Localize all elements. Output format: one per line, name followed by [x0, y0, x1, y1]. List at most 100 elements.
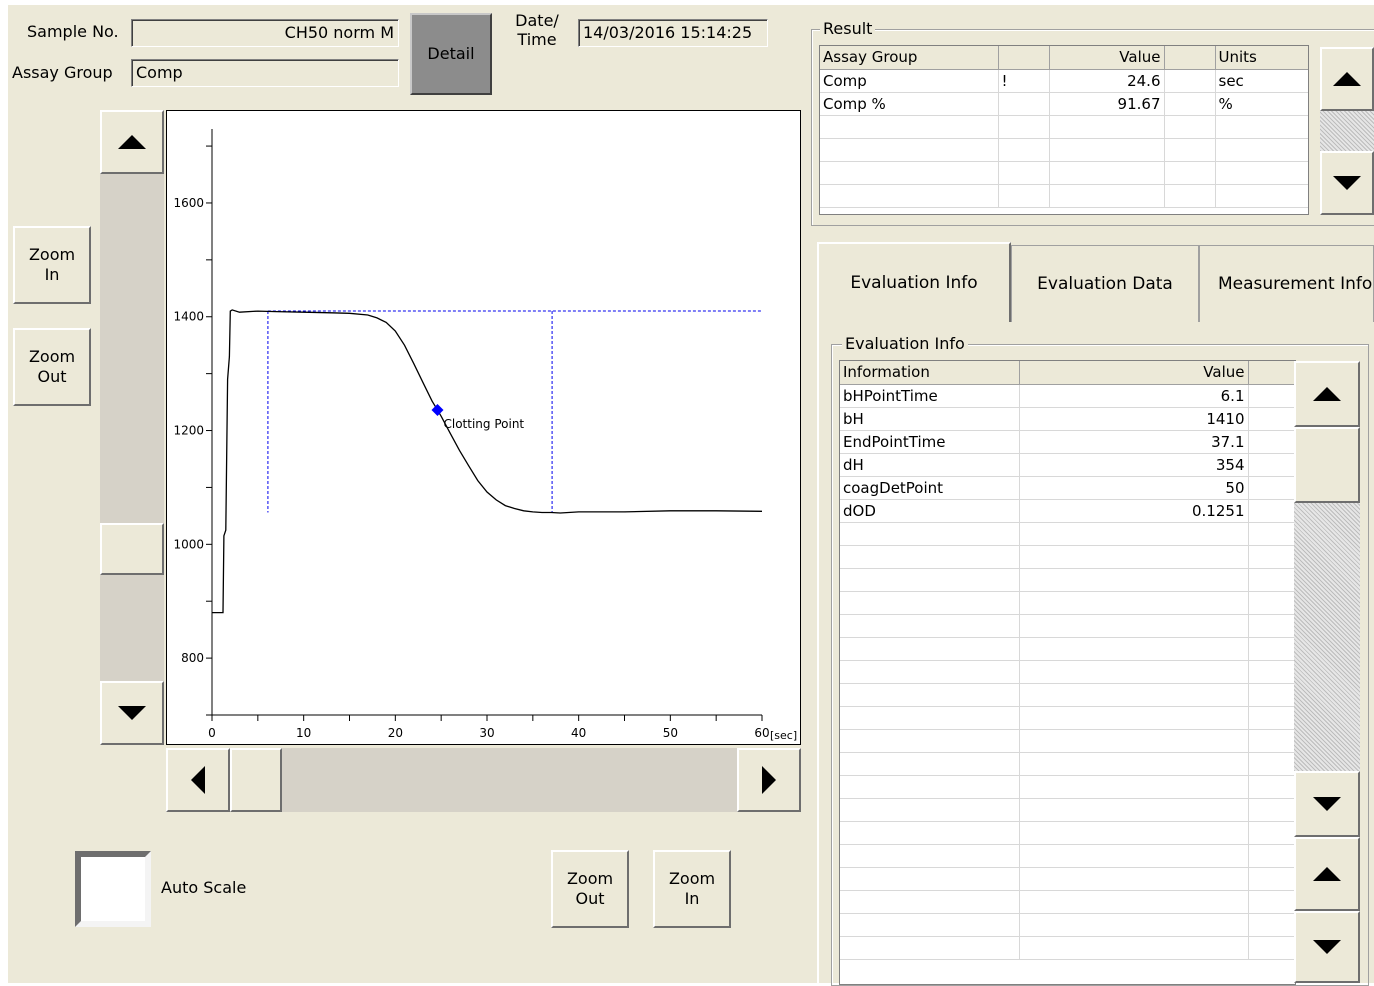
result-table[interactable]: Assay Group Value Units Comp! 24.6 sec Comp % 9… [819, 45, 1309, 215]
table-row[interactable]: dOD 0.1251 [840, 499, 1295, 523]
table-row[interactable] [840, 821, 1295, 845]
vertical-zoom-in-button[interactable]: Zoom In [13, 226, 91, 304]
column-header-filler [1248, 361, 1295, 385]
table-cell [1019, 890, 1249, 914]
table-row[interactable] [840, 936, 1295, 960]
chart-scroll-left-button[interactable] [166, 748, 230, 812]
table-row[interactable]: bHPointTime 6.1 [840, 384, 1295, 408]
table-row[interactable] [840, 867, 1295, 891]
table-cell [1164, 184, 1216, 208]
table-row[interactable] [840, 890, 1295, 914]
date-time-field[interactable]: 14/03/2016 15:14:25 [578, 19, 768, 47]
assay-group-field[interactable]: Comp [131, 59, 399, 87]
table-cell [1019, 913, 1249, 937]
sample-no-label: Sample No. [27, 22, 119, 41]
chart-scroll-down-button[interactable] [100, 681, 164, 745]
table-cell [840, 660, 1020, 684]
column-header[interactable]: Value [1019, 361, 1249, 385]
x-unit-label: [sec] [770, 729, 797, 742]
tab-evaluation-info[interactable]: Evaluation Info [817, 242, 1011, 322]
chart-horizontal-scroll-thumb[interactable] [230, 748, 282, 812]
table-cell: bHPointTime [840, 384, 1020, 408]
auto-scale-checkbox[interactable] [75, 851, 151, 927]
chart-vertical-scroll-track[interactable] [100, 174, 164, 682]
table-row[interactable] [840, 706, 1295, 730]
table-row[interactable]: bH 1410 [840, 407, 1295, 431]
column-header[interactable] [1164, 46, 1216, 70]
horizontal-zoom-out-button[interactable]: Zoom Out [551, 850, 629, 928]
column-header[interactable] [998, 46, 1050, 70]
table-cell [1248, 568, 1295, 592]
table-row[interactable] [820, 161, 1308, 185]
evaluation-page-down-button[interactable] [1294, 911, 1360, 983]
table-row[interactable] [840, 660, 1295, 684]
tab-evaluation-data[interactable]: Evaluation Data [1011, 245, 1199, 322]
tab-measurement-info[interactable]: Measurement Info [1199, 245, 1374, 322]
table-cell [1019, 729, 1249, 753]
table-cell [840, 821, 1020, 845]
table-cell [1019, 844, 1249, 868]
evaluation-table[interactable]: Information Value bHPointTime 6.1 bH 1410 EndP… [839, 360, 1296, 985]
clotting-point-marker [431, 404, 444, 417]
column-header[interactable]: Assay Group [820, 46, 999, 70]
arrow-down-icon [1333, 176, 1361, 190]
chart-scroll-up-button[interactable] [100, 110, 164, 174]
x-tick-label: 10 [296, 726, 311, 740]
table-row[interactable]: Comp % 91.67% [820, 92, 1308, 116]
table-row[interactable] [840, 637, 1295, 661]
table-cell [1248, 453, 1295, 477]
table-row[interactable] [840, 568, 1295, 592]
column-header[interactable]: Value [1049, 46, 1165, 70]
table-row[interactable] [840, 844, 1295, 868]
clotting-point-label: Clotting Point [444, 417, 525, 431]
result-scroll-up-button[interactable] [1320, 47, 1374, 111]
table-cell [840, 798, 1020, 822]
table-row[interactable] [840, 913, 1295, 937]
y-tick-label: 1200 [173, 424, 204, 438]
result-scroll-track[interactable] [1320, 111, 1374, 151]
table-cell [820, 161, 999, 185]
evaluation-scroll-thumb[interactable] [1294, 427, 1360, 503]
table-row[interactable] [820, 115, 1308, 139]
evaluation-scroll-down-button[interactable] [1294, 771, 1360, 837]
table-cell [1164, 115, 1216, 139]
table-cell: ! [998, 69, 1050, 93]
table-cell [1019, 821, 1249, 845]
table-row[interactable] [840, 683, 1295, 707]
column-header[interactable]: Information [840, 361, 1020, 385]
chart-horizontal-scroll-track[interactable] [230, 748, 738, 812]
column-header[interactable]: Units [1215, 46, 1308, 70]
table-row[interactable] [840, 729, 1295, 753]
table-row[interactable] [840, 545, 1295, 569]
table-cell [840, 844, 1020, 868]
result-group [811, 29, 1374, 226]
table-row[interactable] [840, 614, 1295, 638]
table-row[interactable] [840, 591, 1295, 615]
evaluation-page-up-button[interactable] [1294, 837, 1360, 911]
table-row[interactable] [820, 184, 1308, 208]
table-row[interactable] [840, 775, 1295, 799]
vertical-zoom-out-button[interactable]: Zoom Out [13, 328, 91, 406]
evaluation-scroll-up-button[interactable] [1294, 361, 1360, 427]
arrow-left-icon [191, 766, 205, 794]
detail-button[interactable]: Detail [410, 13, 492, 95]
chart-scroll-right-button[interactable] [737, 748, 801, 812]
sample-no-field[interactable]: CH50 norm M [131, 19, 399, 47]
table-row[interactable]: coagDetPoint 50 [840, 476, 1295, 500]
result-scroll-down-button[interactable] [1320, 151, 1374, 215]
table-row[interactable]: EndPointTime 37.1 [840, 430, 1295, 454]
table-row[interactable] [820, 138, 1308, 162]
table-cell [1248, 729, 1295, 753]
chart-panel: 800 1000 1200 1400 1600 0 10 20 30 40 50 60 [sec] Clo… [166, 110, 801, 745]
chart-vertical-scroll-thumb[interactable] [100, 523, 164, 575]
horizontal-zoom-in-button[interactable]: Zoom In [653, 850, 731, 928]
table-row[interactable] [840, 522, 1295, 546]
table-row[interactable] [840, 798, 1295, 822]
table-cell: 1410 [1019, 407, 1249, 431]
table-cell [998, 115, 1050, 139]
table-cell [1248, 430, 1295, 454]
table-row[interactable] [840, 752, 1295, 776]
table-row[interactable]: dH 354 [840, 453, 1295, 477]
table-row[interactable]: Comp! 24.6 sec [820, 69, 1308, 93]
table-cell [1248, 407, 1295, 431]
